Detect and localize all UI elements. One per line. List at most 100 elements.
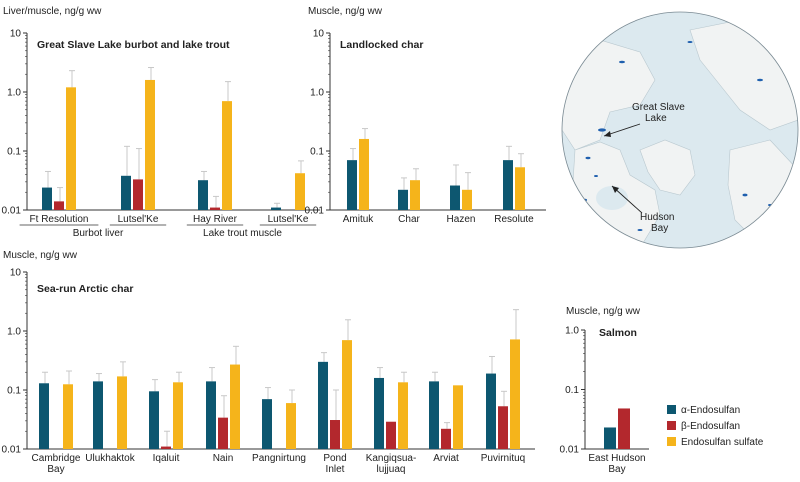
y-tick-label: 1.0 — [565, 326, 579, 337]
y-tick-label: 1.0 — [7, 327, 21, 338]
y-tick-label: 0.01 — [2, 206, 22, 217]
bar — [117, 376, 127, 449]
y-tick-label: 0.1 — [310, 147, 324, 158]
lake-mark — [594, 175, 598, 177]
bar — [318, 361, 328, 449]
y-axis-label: Muscle, ng/g ww — [308, 6, 383, 17]
lake-mark — [598, 128, 606, 132]
y-tick-label: 0.01 — [305, 206, 325, 217]
bar — [462, 189, 472, 210]
legend: α-Endosulfan β-Endosulfan Endosulfan sul… — [667, 405, 764, 448]
legend-label-sulfate: Endosulfan sulfate — [681, 437, 764, 448]
bar — [398, 189, 408, 210]
chart-panel-2: Muscle, ng/g ww Sea-run Arctic char 10 1.0 0… — [2, 250, 535, 475]
category-label: Pond — [323, 453, 346, 464]
bar — [39, 383, 49, 449]
lake-mark — [619, 60, 625, 64]
bar — [347, 160, 357, 210]
lake-mark — [757, 78, 763, 82]
bar — [295, 173, 305, 210]
category-label: Nain — [213, 453, 234, 464]
bar — [230, 364, 240, 449]
map-label-hudson: Hudson — [640, 212, 674, 223]
bar — [198, 180, 208, 210]
bar — [618, 408, 630, 449]
bar — [410, 180, 420, 210]
category-label: East Hudson — [588, 453, 645, 464]
bar — [604, 427, 616, 449]
legend-swatch-alpha — [667, 405, 676, 414]
map-border — [561, 11, 799, 249]
bar — [374, 377, 384, 449]
bar — [386, 421, 396, 449]
bar — [133, 179, 143, 210]
category-label: Char — [398, 214, 420, 225]
lake-mark — [687, 41, 693, 43]
bar — [222, 101, 232, 210]
hudson-bay-water — [596, 186, 628, 210]
y-tick-label: 1.0 — [310, 88, 324, 99]
category-label-line2: Bay — [47, 464, 64, 475]
legend-swatch-sulfate — [667, 437, 676, 446]
bar — [330, 420, 340, 449]
bar — [510, 339, 520, 449]
map-arrowhead-great-slave — [604, 131, 611, 137]
chart-panel-0: Liver/muscle, ng/g ww Great Slave Lake bu… — [2, 6, 320, 239]
bar — [286, 403, 296, 449]
category-label-line2: Inlet — [326, 464, 345, 475]
bar — [63, 384, 73, 449]
bar — [206, 381, 216, 449]
y-axis-label: Muscle, ng/g ww — [566, 306, 641, 317]
bar — [121, 175, 131, 210]
legend-swatch-beta — [667, 421, 676, 430]
bar — [42, 187, 52, 210]
y-axis-label: Liver/muscle, ng/g ww — [3, 6, 102, 17]
map-label-great-slave: Great Slave — [632, 102, 685, 113]
lake-mark — [637, 229, 643, 231]
lake-mark — [585, 156, 591, 160]
category-label: Lutsel'Ke — [118, 214, 159, 225]
landmass-north-america — [562, 39, 656, 151]
y-tick-label: 0.1 — [565, 385, 579, 396]
category-label: Amituk — [343, 214, 375, 225]
chart-panels: Liver/muscle, ng/g ww Great Slave Lake bu… — [2, 6, 649, 475]
category-label: Resolute — [494, 214, 534, 225]
group-label: Lake trout muscle — [203, 228, 282, 239]
y-tick-label: 0.01 — [2, 445, 22, 456]
map-label-bay: Bay — [651, 223, 668, 234]
category-label-line2: Bay — [608, 464, 625, 475]
chart-panel-3: Muscle, ng/g ww Salmon 1.0 0.1 0.01 East Huds… — [560, 306, 649, 475]
bar — [486, 373, 496, 449]
bar — [503, 160, 513, 210]
bar — [271, 207, 281, 210]
category-label: Hay River — [193, 214, 238, 225]
y-tick-label: 0.1 — [7, 386, 21, 397]
y-tick-label: 1.0 — [7, 88, 21, 99]
bar — [66, 87, 76, 210]
category-label: Ulukhaktok — [85, 453, 135, 464]
bar — [498, 406, 508, 449]
bar — [210, 207, 220, 210]
category-label: Kangiqsua- — [366, 453, 417, 464]
bar — [218, 417, 228, 449]
map-body — [562, 12, 798, 248]
bar — [145, 79, 155, 210]
lake-mark — [742, 193, 748, 197]
bar — [342, 340, 352, 449]
bar — [450, 185, 460, 210]
chart-title: Sea-run Arctic char — [37, 283, 133, 295]
map-arrowhead-hudson — [612, 186, 619, 193]
category-label: Puvirnituq — [481, 453, 525, 464]
y-tick-label: 0.01 — [560, 445, 580, 456]
category-label: Iqaluit — [153, 453, 180, 464]
category-label: Arviat — [433, 453, 459, 464]
landmass-greenland — [639, 139, 696, 196]
map-label-lake: Lake — [645, 113, 667, 124]
category-label: Ft Resolution — [30, 214, 89, 225]
bar — [429, 381, 439, 449]
bar — [173, 382, 183, 449]
y-tick-label: 10 — [10, 268, 22, 279]
category-label: Hazen — [447, 214, 476, 225]
